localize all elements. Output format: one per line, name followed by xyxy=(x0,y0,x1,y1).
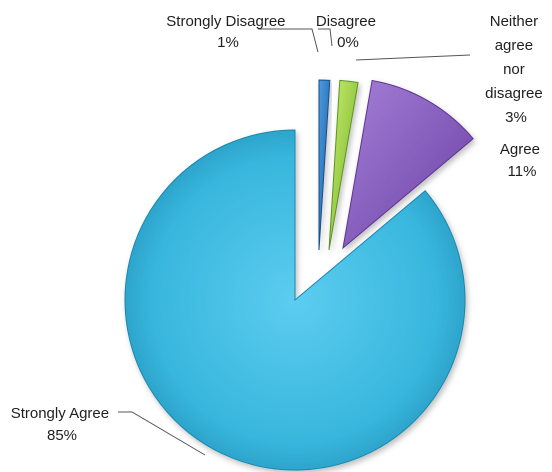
leader-line-strongly-agree xyxy=(118,411,206,456)
slice-disagree xyxy=(328,79,359,251)
label-disagree: Disagree 0% xyxy=(316,13,380,51)
label-strongly-disagree: Strongly Disagree 1% xyxy=(166,13,289,51)
leader-line-strongly-disagree xyxy=(258,28,319,53)
label-strongly-agree: Strongly Agree 85% xyxy=(11,405,114,444)
slice-agree xyxy=(342,79,474,250)
label-agree: Agree 11% xyxy=(500,141,544,180)
label-neither: Neither agree nor disagree 3% xyxy=(485,13,547,126)
leader-line-disagree xyxy=(318,28,333,47)
slice-strongly-disagree xyxy=(318,79,331,251)
leader-line-neither xyxy=(355,54,471,61)
slice-strongly-agree xyxy=(124,129,466,471)
